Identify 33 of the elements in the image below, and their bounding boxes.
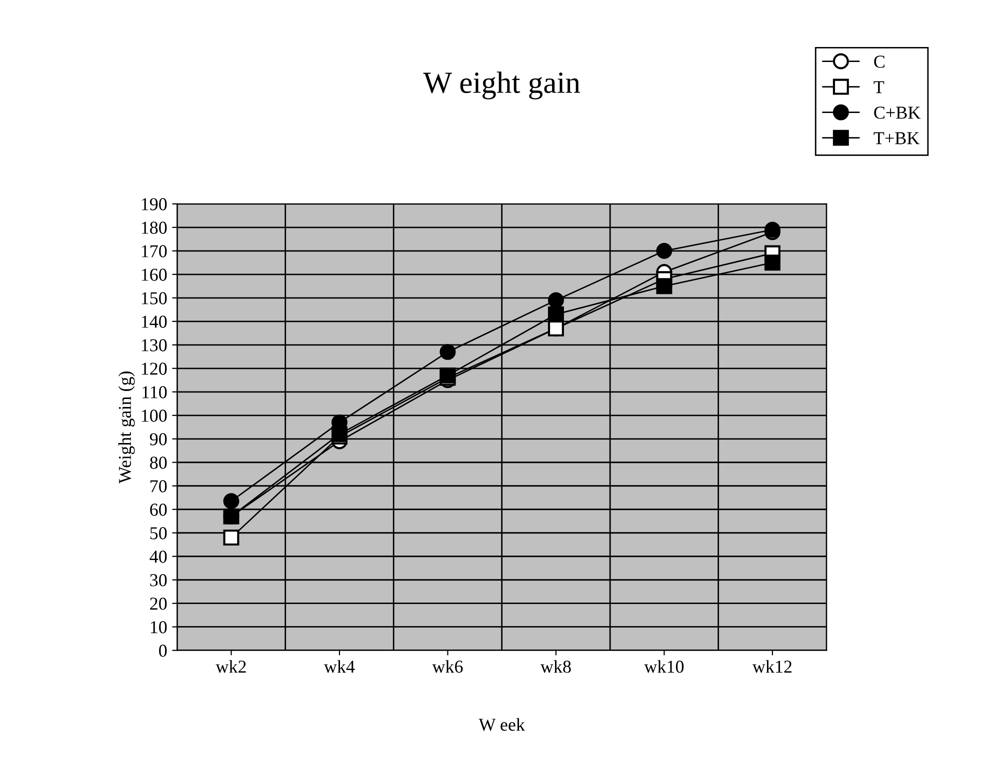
x-tick-label: wk2 bbox=[216, 660, 246, 673]
legend-label: C bbox=[874, 56, 884, 68]
y-tick-label: 70 bbox=[150, 480, 167, 492]
y-axis-title: Weight gain (g) bbox=[118, 371, 135, 484]
x-tick-label: wk4 bbox=[324, 660, 355, 673]
y-tick-label: 10 bbox=[150, 621, 167, 634]
y-tick-label: 180 bbox=[142, 222, 167, 234]
y-tick-label: 60 bbox=[150, 504, 167, 516]
legend-label: T bbox=[874, 81, 884, 94]
legend-label: C+BK bbox=[874, 106, 921, 119]
x-tick-label: wk8 bbox=[540, 660, 571, 673]
y-tick-label: 170 bbox=[142, 245, 167, 258]
y-tick-label: 50 bbox=[150, 527, 167, 540]
x-tick-label: wk6 bbox=[432, 660, 463, 673]
y-tick-label: 140 bbox=[142, 316, 167, 328]
y-tick-label: 190 bbox=[142, 198, 167, 210]
y-tick-label: 130 bbox=[142, 339, 167, 352]
y-tick-label: 80 bbox=[150, 456, 167, 469]
y-tick-label: 120 bbox=[142, 362, 167, 375]
chart-title: W eight gain bbox=[423, 72, 580, 100]
y-tick-label: 110 bbox=[142, 386, 167, 398]
y-tick-label: 40 bbox=[150, 550, 167, 563]
x-tick-label: wk12 bbox=[752, 660, 792, 673]
y-tick-label: 30 bbox=[150, 574, 167, 586]
y-tick-label: 100 bbox=[142, 410, 167, 422]
y-tick-label: 90 bbox=[150, 433, 167, 446]
y-tick-label: 0 bbox=[159, 644, 167, 657]
y-tick-label: 160 bbox=[142, 268, 167, 281]
y-tick-label: 20 bbox=[150, 598, 167, 610]
x-axis-title: W eek bbox=[478, 718, 525, 731]
x-tick-label: wk10 bbox=[644, 660, 684, 673]
legend-label: T+BK bbox=[874, 132, 920, 144]
y-tick-label: 150 bbox=[142, 292, 167, 304]
